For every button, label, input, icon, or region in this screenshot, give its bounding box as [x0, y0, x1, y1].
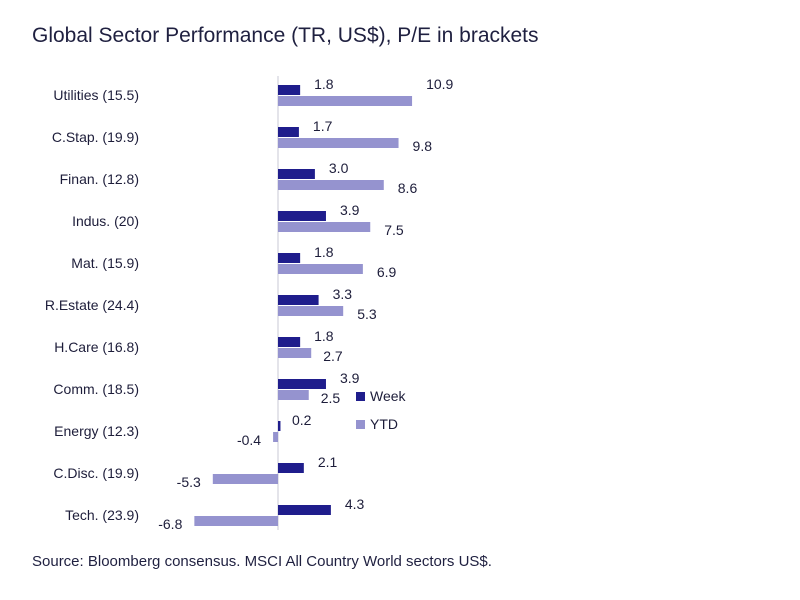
week-value-label-finan: 3.0 [329, 160, 349, 176]
week-bar-c-disc [278, 463, 304, 473]
ytd-bar-r-estate [278, 306, 344, 316]
ytd-bar-indus [278, 222, 371, 232]
week-bar-mat [278, 253, 301, 263]
week-value-label-c-disc: 2.1 [318, 454, 338, 470]
week-bar-r-estate [278, 295, 319, 305]
category-label-energy: Energy (12.3) [54, 423, 139, 439]
ytd-value-label-h-care: 2.7 [323, 348, 343, 364]
week-bar-h-care [278, 337, 301, 347]
ytd-value-label-energy: -0.4 [237, 432, 261, 448]
category-label-tech: Tech. (23.9) [65, 507, 139, 523]
week-bar-c-stap [278, 127, 299, 137]
ytd-bar-energy [273, 432, 278, 442]
week-value-label-indus: 3.9 [340, 202, 360, 218]
week-value-label-utilities: 1.8 [314, 76, 334, 92]
category-label-c-disc: C.Disc. (19.9) [53, 465, 139, 481]
ytd-value-label-r-estate: 5.3 [357, 306, 377, 322]
ytd-bar-finan [278, 180, 384, 190]
category-label-finan: Finan. (12.8) [60, 171, 139, 187]
week-bar-tech [278, 505, 331, 515]
week-value-label-c-stap: 1.7 [313, 118, 333, 134]
ytd-value-label-utilities: 10.9 [426, 76, 453, 92]
ytd-value-label-finan: 8.6 [398, 180, 418, 196]
category-label-r-estate: R.Estate (24.4) [45, 297, 139, 313]
week-bar-utilities [278, 85, 301, 95]
category-label-mat: Mat. (15.9) [71, 255, 139, 271]
legend-label-ytd: YTD [370, 416, 398, 432]
category-label-c-stap: C.Stap. (19.9) [52, 129, 139, 145]
category-label-h-care: H.Care (16.8) [54, 339, 139, 355]
week-bar-comm [278, 379, 326, 389]
week-bar-energy [278, 421, 281, 431]
ytd-bar-utilities [278, 96, 413, 106]
ytd-value-label-comm: 2.5 [321, 390, 341, 406]
category-label-indus: Indus. (20) [72, 213, 139, 229]
ytd-value-label-c-disc: -5.3 [177, 474, 201, 490]
week-value-label-mat: 1.8 [314, 244, 334, 260]
ytd-value-label-tech: -6.8 [158, 516, 182, 532]
legend-swatch-ytd [356, 420, 365, 429]
legend-swatch-week [356, 392, 365, 401]
source-note: Source: Bloomberg consensus. MSCI All Co… [32, 553, 492, 570]
ytd-bar-tech [194, 516, 278, 526]
ytd-bar-h-care [278, 348, 312, 358]
week-value-label-energy: 0.2 [292, 412, 312, 428]
week-bar-finan [278, 169, 315, 179]
ytd-bar-comm [278, 390, 309, 400]
category-label-utilities: Utilities (15.5) [53, 87, 139, 103]
chart-title: Global Sector Performance (TR, US$), P/E… [32, 24, 539, 47]
week-value-label-tech: 4.3 [345, 496, 365, 512]
ytd-bar-mat [278, 264, 363, 274]
category-label-comm: Comm. (18.5) [53, 381, 139, 397]
week-value-label-r-estate: 3.3 [333, 286, 353, 302]
week-value-label-h-care: 1.8 [314, 328, 334, 344]
legend-label-week: Week [370, 388, 407, 404]
ytd-bar-c-stap [278, 138, 399, 148]
week-bar-indus [278, 211, 326, 221]
week-value-label-comm: 3.9 [340, 370, 360, 386]
ytd-value-label-mat: 6.9 [377, 264, 397, 280]
ytd-value-label-indus: 7.5 [384, 222, 404, 238]
ytd-bar-c-disc [212, 474, 278, 484]
ytd-value-label-c-stap: 9.8 [413, 138, 433, 154]
